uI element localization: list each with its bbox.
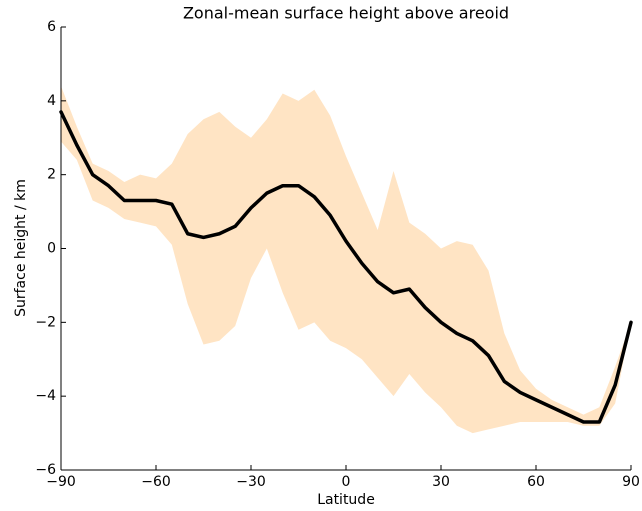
line — [59, 110, 633, 424]
y-tick-label: 2 — [47, 167, 56, 183]
x-tick-label: 30 — [432, 474, 450, 490]
band — [61, 86, 631, 434]
y-tick-label: 4 — [47, 93, 56, 109]
x-axis-label: Latitude — [317, 492, 375, 508]
x-tick-label: −30 — [236, 474, 266, 490]
y-tick-label: −4 — [35, 388, 56, 404]
chart-title: Zonal-mean surface height above areoid — [183, 4, 509, 23]
x-tick-label: 0 — [342, 474, 351, 490]
y-axis-label: Surface height / km — [13, 179, 29, 317]
y-tick-label: 0 — [47, 241, 56, 257]
x-tick-label: 60 — [527, 474, 545, 490]
y-tick-label: −6 — [35, 462, 56, 478]
x-tick-label: −90 — [46, 474, 76, 490]
y-tick-label: 6 — [47, 19, 56, 35]
x-tick-label: 90 — [622, 474, 640, 490]
x-tick-label: −60 — [141, 474, 171, 490]
y-tick-label: −2 — [35, 314, 56, 330]
